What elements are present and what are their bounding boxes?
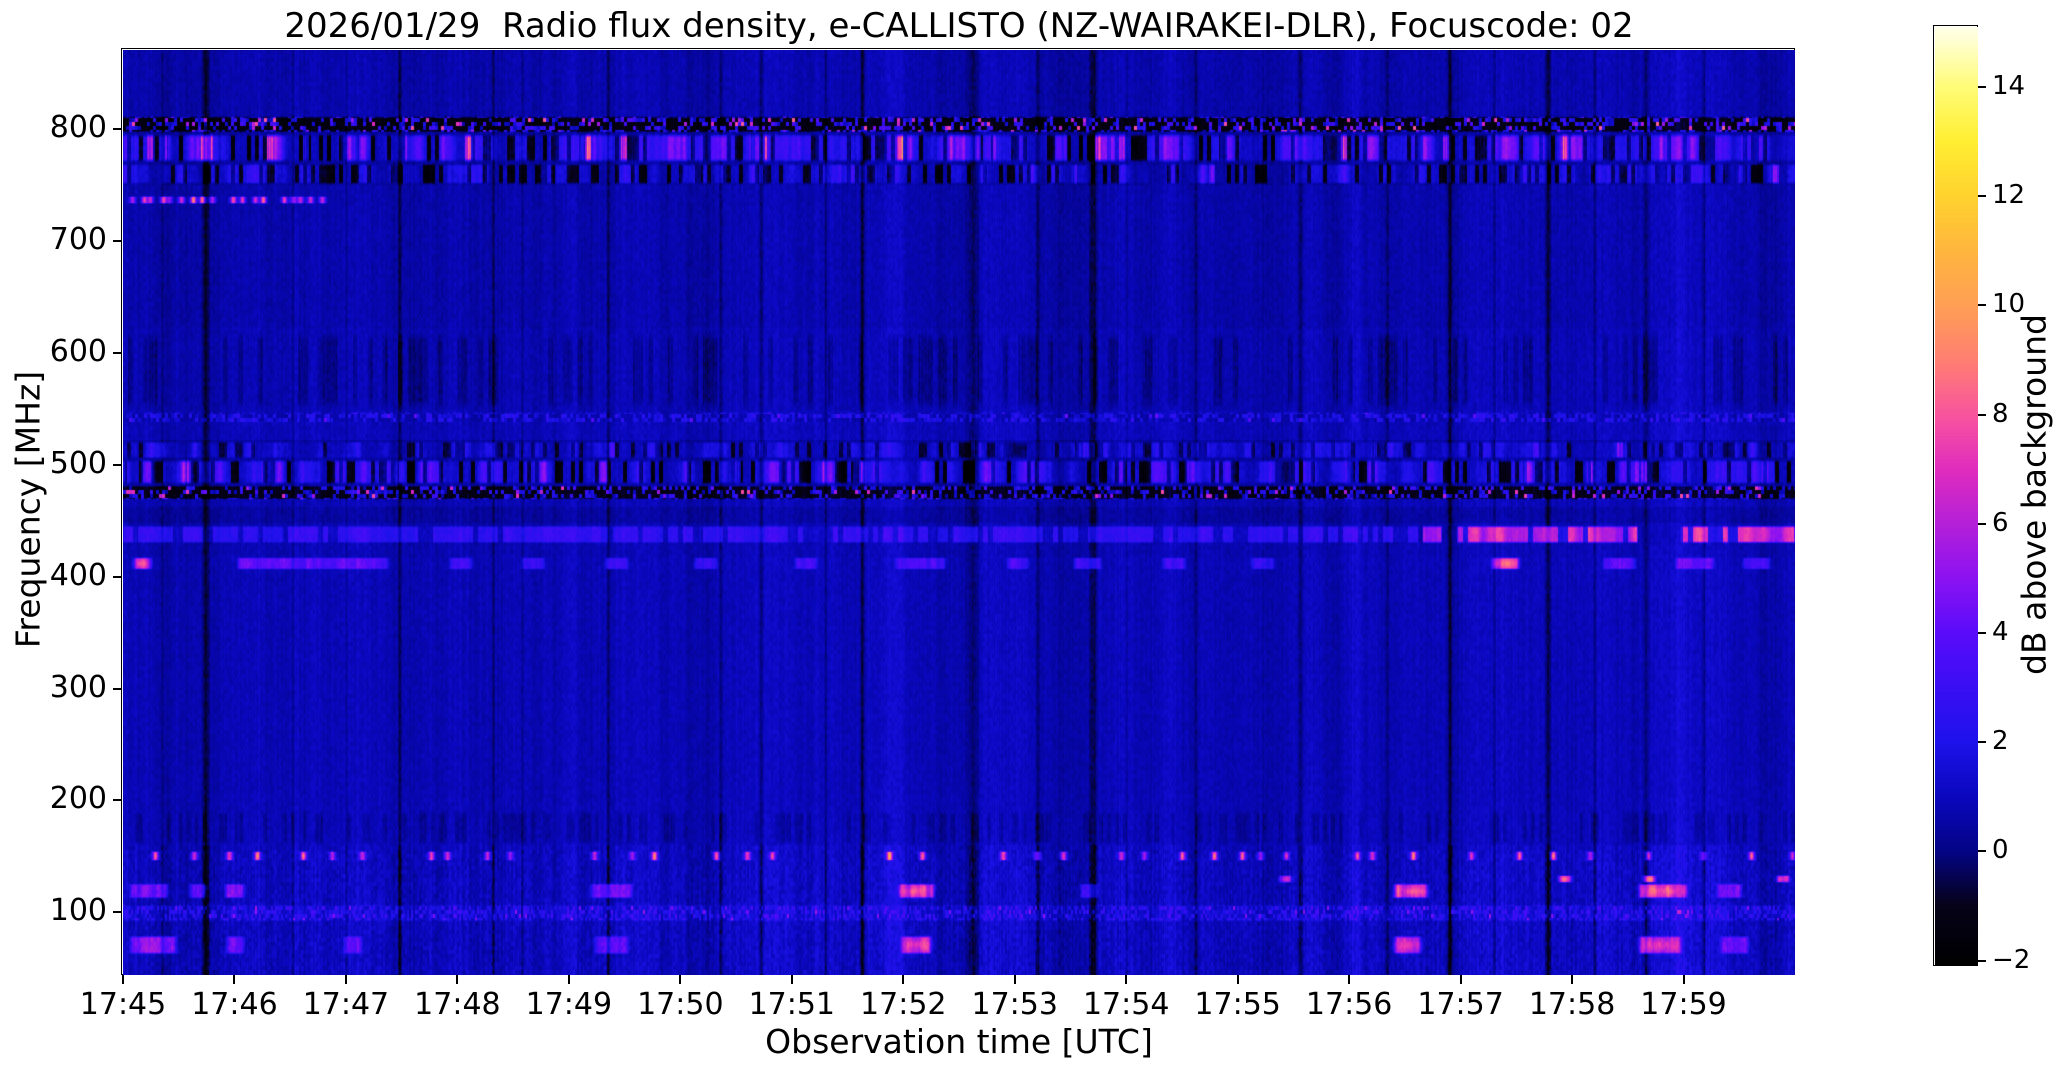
colorbar-tick-mark <box>1978 631 1986 634</box>
page-title: 2026/01/29 Radio flux density, e-CALLIST… <box>284 6 1634 46</box>
y-tick-mark <box>113 687 122 690</box>
y-tick-mark <box>113 575 122 578</box>
x-tick-label: 17:47 <box>302 987 390 1022</box>
colorbar-tick-label: 2 <box>1992 726 2009 757</box>
x-tick-mark <box>1459 975 1462 984</box>
x-tick-mark <box>1013 975 1016 984</box>
y-tick-label: 500 <box>49 445 107 481</box>
x-tick-label: 17:53 <box>971 987 1058 1022</box>
y-axis-label: Frequency [MHz] <box>8 370 48 649</box>
y-tick-mark <box>113 799 122 802</box>
y-tick-label: 400 <box>49 557 107 593</box>
colorbar-tick-mark <box>1978 522 1986 525</box>
colorbar-tick-label: 10 <box>1992 289 2026 320</box>
x-tick-mark <box>1682 975 1685 984</box>
x-tick-mark <box>233 975 236 984</box>
x-axis-label: Observation time [UTC] <box>765 1022 1153 1061</box>
y-tick-mark <box>113 128 122 130</box>
colorbar-tick-label: 6 <box>1992 507 2009 538</box>
x-tick-mark <box>1571 975 1574 984</box>
x-tick-label: 17:52 <box>860 987 947 1022</box>
colorbar-tick-mark <box>1978 195 1986 198</box>
x-tick-mark <box>1125 975 1128 984</box>
x-tick-mark <box>456 975 459 984</box>
x-tick-mark <box>679 975 682 984</box>
x-tick-mark <box>1236 975 1239 984</box>
y-tick-mark <box>113 911 122 914</box>
x-tick-label: 17:54 <box>1082 987 1170 1022</box>
colorbar-tick-mark <box>1978 413 1986 416</box>
y-tick-label: 600 <box>49 333 107 369</box>
colorbar-tick-mark <box>1978 741 1986 744</box>
x-tick-label: 17:50 <box>637 987 724 1022</box>
y-tick-label: 300 <box>49 669 107 705</box>
colorbar-tick-label: 8 <box>1992 398 2009 429</box>
x-tick-label: 17:55 <box>1194 987 1281 1022</box>
colorbar-tick-mark <box>1978 304 1986 307</box>
spectrogram-heatmap <box>123 50 1795 975</box>
y-tick-label: 700 <box>49 221 107 257</box>
colorbar-gradient <box>1935 27 1978 966</box>
x-tick-mark <box>122 975 124 984</box>
x-tick-label: 17:46 <box>191 987 278 1022</box>
y-tick-mark <box>113 239 122 242</box>
y-tick-label: 200 <box>49 781 107 817</box>
colorbar-tick-mark <box>1978 959 1986 962</box>
colorbar-tick-label: 12 <box>1992 180 2026 211</box>
x-tick-mark <box>1348 975 1351 984</box>
x-tick-label: 17:59 <box>1640 987 1727 1022</box>
x-tick-mark <box>344 975 347 984</box>
x-tick-label: 17:57 <box>1417 987 1504 1022</box>
x-tick-label: 17:49 <box>525 987 613 1022</box>
colorbar-tick-label: 0 <box>1992 835 2009 866</box>
colorbar-tick-mark <box>1978 86 1986 89</box>
x-tick-label: 17:51 <box>748 987 836 1022</box>
y-tick-label: 100 <box>49 893 107 929</box>
colorbar-tick-label: 14 <box>1992 71 2026 102</box>
colorbar-tick-label: 4 <box>1992 616 2009 647</box>
colorbar-tick-mark <box>1978 850 1986 853</box>
y-tick-mark <box>113 463 122 466</box>
y-tick-mark <box>113 351 122 354</box>
x-tick-mark <box>902 975 905 984</box>
x-tick-mark <box>567 975 570 984</box>
x-tick-label: 17:45 <box>79 987 167 1022</box>
x-tick-label: 17:56 <box>1305 987 1393 1022</box>
colorbar-tick-label: −2 <box>1992 944 2031 975</box>
x-tick-label: 17:48 <box>414 987 501 1022</box>
x-tick-label: 17:58 <box>1528 987 1616 1022</box>
y-tick-label: 800 <box>49 110 107 145</box>
x-tick-mark <box>790 975 793 984</box>
